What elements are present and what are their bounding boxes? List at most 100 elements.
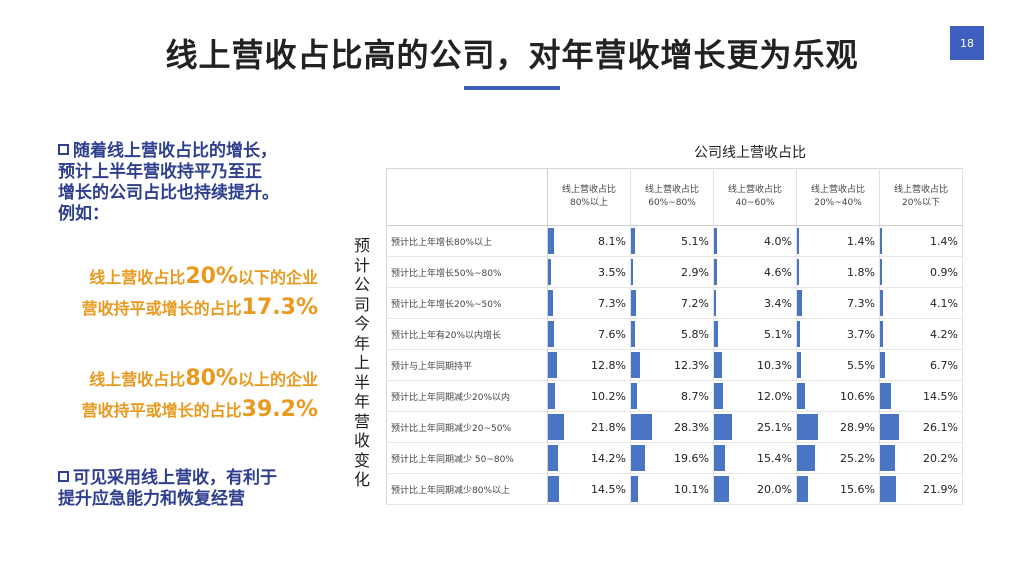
- data-bar: [880, 321, 884, 347]
- data-label: 6.7%: [930, 358, 958, 372]
- highlight-2-line-1: 线上营收占比80%以上的企业: [89, 366, 318, 391]
- value-cell: 20.2%: [879, 442, 963, 474]
- data-bar: [548, 321, 554, 347]
- data-label: 10.3%: [757, 358, 792, 372]
- data-label: 28.3%: [674, 420, 709, 434]
- data-bar: [631, 321, 636, 347]
- value-cell: 7.3%: [796, 287, 880, 319]
- data-label: 2.9%: [681, 265, 709, 279]
- data-label: 1.4%: [847, 234, 875, 248]
- value-cell: 28.3%: [630, 411, 714, 443]
- value-cell: 20.0%: [713, 473, 797, 505]
- data-bar: [880, 476, 897, 502]
- data-bar: [548, 228, 554, 254]
- data-label: 28.9%: [840, 420, 875, 434]
- data-label: 25.2%: [840, 451, 875, 465]
- value-cell: 1.8%: [796, 256, 880, 288]
- row-label: 预计比上年增长50%~80%: [386, 256, 548, 288]
- value-cell: 4.2%: [879, 318, 963, 350]
- data-bar: [714, 414, 733, 440]
- value-cell: 4.1%: [879, 287, 963, 319]
- data-bar: [880, 445, 895, 471]
- highlight-2-line-2: 营收持平或增长的占比39.2%: [81, 397, 318, 422]
- value-cell: 8.1%: [547, 225, 631, 257]
- data-bar: [797, 383, 805, 409]
- value-cell: 10.2%: [547, 380, 631, 412]
- data-bar: [714, 228, 717, 254]
- value-cell: 5.5%: [796, 349, 880, 381]
- table-row: 预计比上年有20%以内增长 7.6% 5.8% 5.1% 3.7% 4.2%: [386, 318, 963, 350]
- data-bar: [880, 290, 883, 316]
- data-bar: [548, 476, 559, 502]
- data-bar: [797, 476, 809, 502]
- value-cell: 0.9%: [879, 256, 963, 288]
- bullet-point-1: 随着线上营收占比的增长， 预计上半年营收持平乃至正 增长的公司占比也持续提升。 …: [58, 141, 338, 225]
- value-cell: 25.1%: [713, 411, 797, 443]
- value-cell: 12.3%: [630, 349, 714, 381]
- data-label: 4.6%: [764, 265, 792, 279]
- value-cell: 1.4%: [796, 225, 880, 257]
- data-label: 19.6%: [674, 451, 709, 465]
- data-label: 12.3%: [674, 358, 709, 372]
- table-header-row: 线上营收占比 80%以上 线上营收占比 60%~80% 线上营收占比 40~60…: [386, 168, 963, 226]
- value-cell: 5.1%: [630, 225, 714, 257]
- data-bar: [631, 290, 637, 316]
- data-label: 7.2%: [681, 296, 709, 310]
- value-cell: 3.7%: [796, 318, 880, 350]
- row-label: 预计比上年同期减少80%以上: [386, 473, 548, 505]
- data-bar: [714, 352, 722, 378]
- data-label: 5.1%: [764, 327, 792, 341]
- data-label: 3.7%: [847, 327, 875, 341]
- value-cell: 21.9%: [879, 473, 963, 505]
- data-bar: [631, 352, 641, 378]
- table-row: 预计比上年增长80%以上 8.1% 5.1% 4.0% 1.4% 1.4%: [386, 225, 963, 257]
- table-row: 预计比上年同期减少20~50% 21.8% 28.3% 25.1% 28.9% 26.1%: [386, 411, 963, 443]
- table-row-axis-label: 预计公司今年上半年营收变化: [353, 236, 370, 489]
- data-bar: [548, 352, 558, 378]
- value-cell: 7.3%: [547, 287, 631, 319]
- data-label: 26.1%: [923, 420, 958, 434]
- value-cell: 10.3%: [713, 349, 797, 381]
- data-label: 3.5%: [598, 265, 626, 279]
- value-cell: 5.8%: [630, 318, 714, 350]
- value-cell: 12.0%: [713, 380, 797, 412]
- value-cell: 7.2%: [630, 287, 714, 319]
- row-label: 预计比上年同期减少20%以内: [386, 380, 548, 412]
- row-label: 预计比上年有20%以内增长: [386, 318, 548, 350]
- table-row: 预计比上年增长50%~80% 3.5% 2.9% 4.6% 1.8% 0.9%: [386, 256, 963, 288]
- highlight-1-line-1: 线上营收占比20%以下的企业: [89, 264, 318, 289]
- data-label: 1.4%: [930, 234, 958, 248]
- data-bar: [548, 414, 564, 440]
- row-header-corner: [386, 168, 548, 226]
- data-bar: [880, 259, 882, 285]
- data-label: 15.4%: [757, 451, 792, 465]
- column-header: 线上营收占比 20%以下: [879, 168, 963, 226]
- data-bar: [797, 445, 816, 471]
- data-bar: [631, 228, 635, 254]
- data-label: 20.0%: [757, 482, 792, 496]
- data-label: 14.5%: [591, 482, 626, 496]
- data-label: 7.3%: [847, 296, 875, 310]
- data-bar: [714, 321, 718, 347]
- data-bar: [714, 476, 729, 502]
- table-row: 预计与上年同期持平 12.8% 12.3% 10.3% 5.5% 6.7%: [386, 349, 963, 381]
- row-label: 预计比上年同期减少 50~80%: [386, 442, 548, 474]
- data-bar: [797, 228, 799, 254]
- value-cell: 19.6%: [630, 442, 714, 474]
- data-bar: [714, 383, 723, 409]
- column-header: 线上营收占比 40~60%: [713, 168, 797, 226]
- page-title: 线上营收占比高的公司，对年营收增长更为乐观: [165, 36, 859, 74]
- data-label: 5.1%: [681, 234, 709, 248]
- value-cell: 7.6%: [547, 318, 631, 350]
- data-bar: [797, 321, 800, 347]
- value-cell: 25.2%: [796, 442, 880, 474]
- value-cell: 8.7%: [630, 380, 714, 412]
- table-body: 预计比上年增长80%以上 8.1% 5.1% 4.0% 1.4% 1.4% 预计比上年增长5…: [386, 225, 963, 505]
- value-cell: 5.1%: [713, 318, 797, 350]
- data-label: 3.4%: [764, 296, 792, 310]
- chart-title: 公司线上营收占比: [694, 145, 806, 161]
- value-cell: 12.8%: [547, 349, 631, 381]
- data-label: 10.2%: [591, 389, 626, 403]
- table-row: 预计比上年增长20%~50% 7.3% 7.2% 3.4% 7.3% 4.1%: [386, 287, 963, 319]
- data-bar-table: 线上营收占比 80%以上 线上营收占比 60%~80% 线上营收占比 40~60…: [386, 168, 963, 505]
